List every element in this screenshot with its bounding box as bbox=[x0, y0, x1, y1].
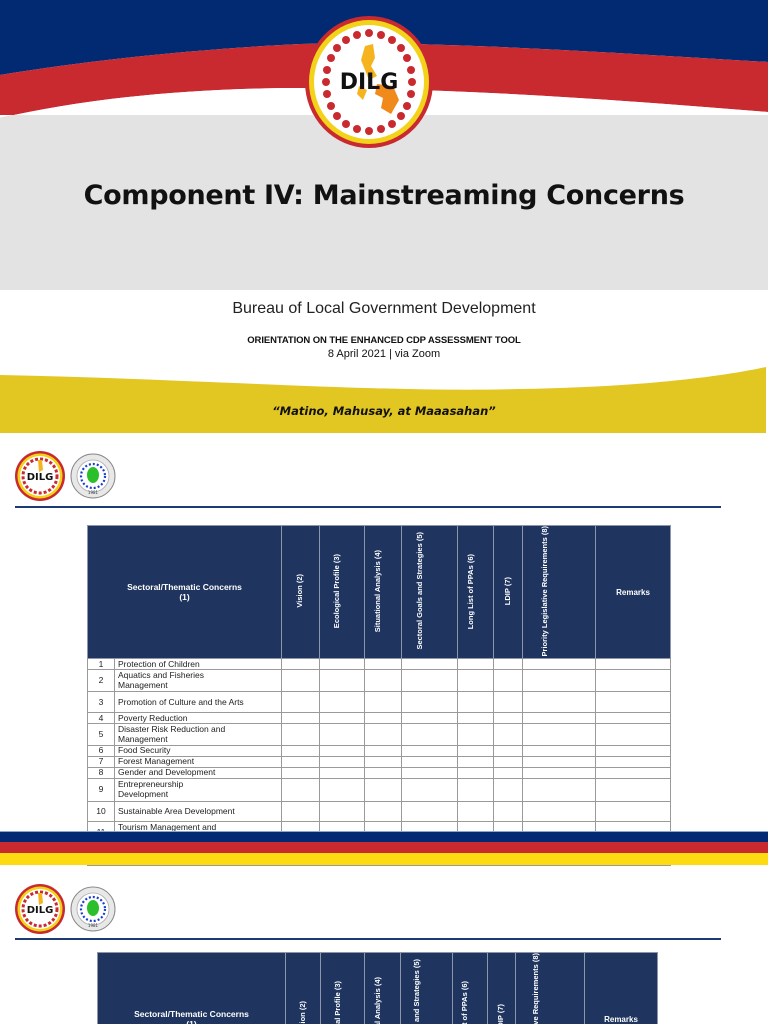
table-row: 5 Disaster Risk Reduction and Management bbox=[87, 723, 672, 747]
dilg-logo-icon: DILG bbox=[15, 451, 65, 501]
col-header-remarks: Remarks bbox=[595, 524, 672, 660]
col-header-ldip: LDIP (7) bbox=[493, 524, 524, 660]
col-header-ldip: LDIP (7) bbox=[487, 951, 516, 1024]
col-header-vision: Vision (2) bbox=[285, 951, 321, 1024]
table-row: 10 Sustainable Area Development bbox=[87, 800, 672, 822]
svg-text:1981: 1981 bbox=[88, 490, 99, 495]
col-header-ecological: Ecological Profile (3) bbox=[320, 951, 365, 1024]
col-header-vision: Vision (2) bbox=[281, 524, 321, 660]
blgd-logo-icon: 1981 bbox=[70, 453, 116, 499]
svg-text:DILG: DILG bbox=[340, 70, 399, 95]
table-header-row: Sectoral/Thematic Concerns(1) Vision (2)… bbox=[86, 524, 672, 660]
header-logos: DILG 1981 bbox=[14, 450, 116, 502]
event-date: 8 April 2021 | via Zoom bbox=[327, 348, 441, 360]
col-header-situational: Situational Analysis (4) bbox=[364, 524, 403, 660]
col-header-priority: Priority Legislative Requirements (8) bbox=[515, 951, 585, 1024]
col-header-remarks: Remarks bbox=[584, 951, 658, 1024]
table-row: 2 Aquatics and Fisheries Management bbox=[87, 669, 672, 693]
header-divider bbox=[15, 506, 721, 508]
col-header-situational: Situational Analysis (4) bbox=[364, 951, 401, 1024]
mainstreaming-table-continued: Sectoral/Thematic Concerns(1) Vision (2)… bbox=[97, 951, 658, 1024]
header-divider bbox=[15, 938, 721, 940]
title-slide: DILG Component IV: Mainstreaming Concern… bbox=[0, 0, 768, 433]
table-row: 4 Poverty Reduction bbox=[87, 712, 672, 725]
slide-title: Component IV: Mainstreaming Concerns bbox=[83, 180, 685, 211]
table-header-row: Sectoral/Thematic Concerns(1) Vision (2)… bbox=[97, 951, 658, 1024]
col-header-priority: Priority Legislative Requirements (8) bbox=[522, 524, 597, 660]
table-row: 7 Forest Management bbox=[87, 755, 672, 768]
svg-text:DILG: DILG bbox=[27, 905, 54, 916]
table-row: 6 Food Security bbox=[87, 745, 672, 757]
col-header-sectoral-goals: Sectoral Goals and Strategies (5) bbox=[401, 524, 459, 660]
col-header-concern: Sectoral/Thematic Concerns(1) bbox=[86, 524, 283, 660]
yellow-wave-band bbox=[0, 367, 766, 433]
col-header-concern: Sectoral/Thematic Concerns(1) bbox=[97, 951, 286, 1024]
col-header-sectoral-goals: Sectoral Goals and Strategies (5) bbox=[400, 951, 453, 1024]
svg-text:DILG: DILG bbox=[27, 472, 54, 483]
bureau-subtitle: Bureau of Local Government Development bbox=[232, 300, 536, 317]
col-header-long-list: Long List of PPAs (6) bbox=[457, 524, 495, 660]
stripe-red bbox=[0, 842, 768, 853]
table-row: 3 Promotion of Culture and the Arts bbox=[87, 691, 672, 714]
event-title: ORIENTATION ON THE ENHANCED CDP ASSESSME… bbox=[247, 335, 521, 346]
table-row: 1 Protection of Children bbox=[87, 658, 672, 671]
stripe-yellow bbox=[0, 853, 768, 865]
motto-tagline: “Matino, Mahusay, at Maaasahan” bbox=[272, 404, 496, 418]
col-header-ecological: Ecological Profile (3) bbox=[319, 524, 366, 660]
dilg-logo-icon: DILG bbox=[15, 884, 65, 934]
stripe-blue bbox=[0, 831, 768, 842]
flag-stripes-divider bbox=[0, 831, 768, 867]
dilg-seal-logo: DILG bbox=[305, 16, 433, 148]
svg-text:1981: 1981 bbox=[88, 923, 99, 928]
blgd-logo-icon: 1981 bbox=[70, 886, 116, 932]
mainstreaming-table: Sectoral/Thematic Concerns (1) Vision (2)… bbox=[86, 524, 672, 866]
header-logos: DILG 1981 bbox=[14, 883, 116, 935]
col-header-long-list: Long List of PPAs (6) bbox=[452, 951, 488, 1024]
table-row: 9 Entrepreneurship Development bbox=[87, 777, 672, 802]
table-row: 8 Gender and Development bbox=[87, 766, 672, 779]
